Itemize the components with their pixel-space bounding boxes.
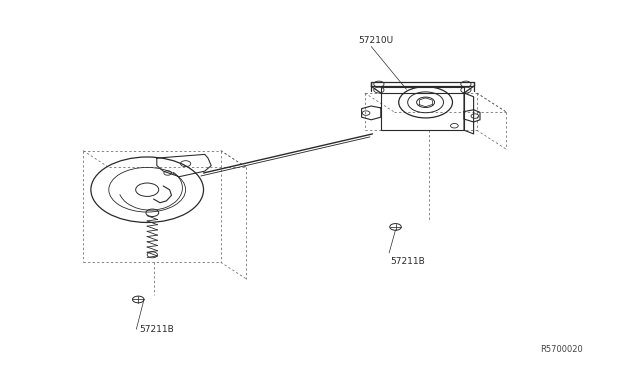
Text: 57211B: 57211B bbox=[390, 257, 425, 266]
Text: 57211B: 57211B bbox=[140, 325, 174, 334]
Text: R5700020: R5700020 bbox=[540, 345, 582, 354]
Text: 57210U: 57210U bbox=[358, 36, 394, 45]
